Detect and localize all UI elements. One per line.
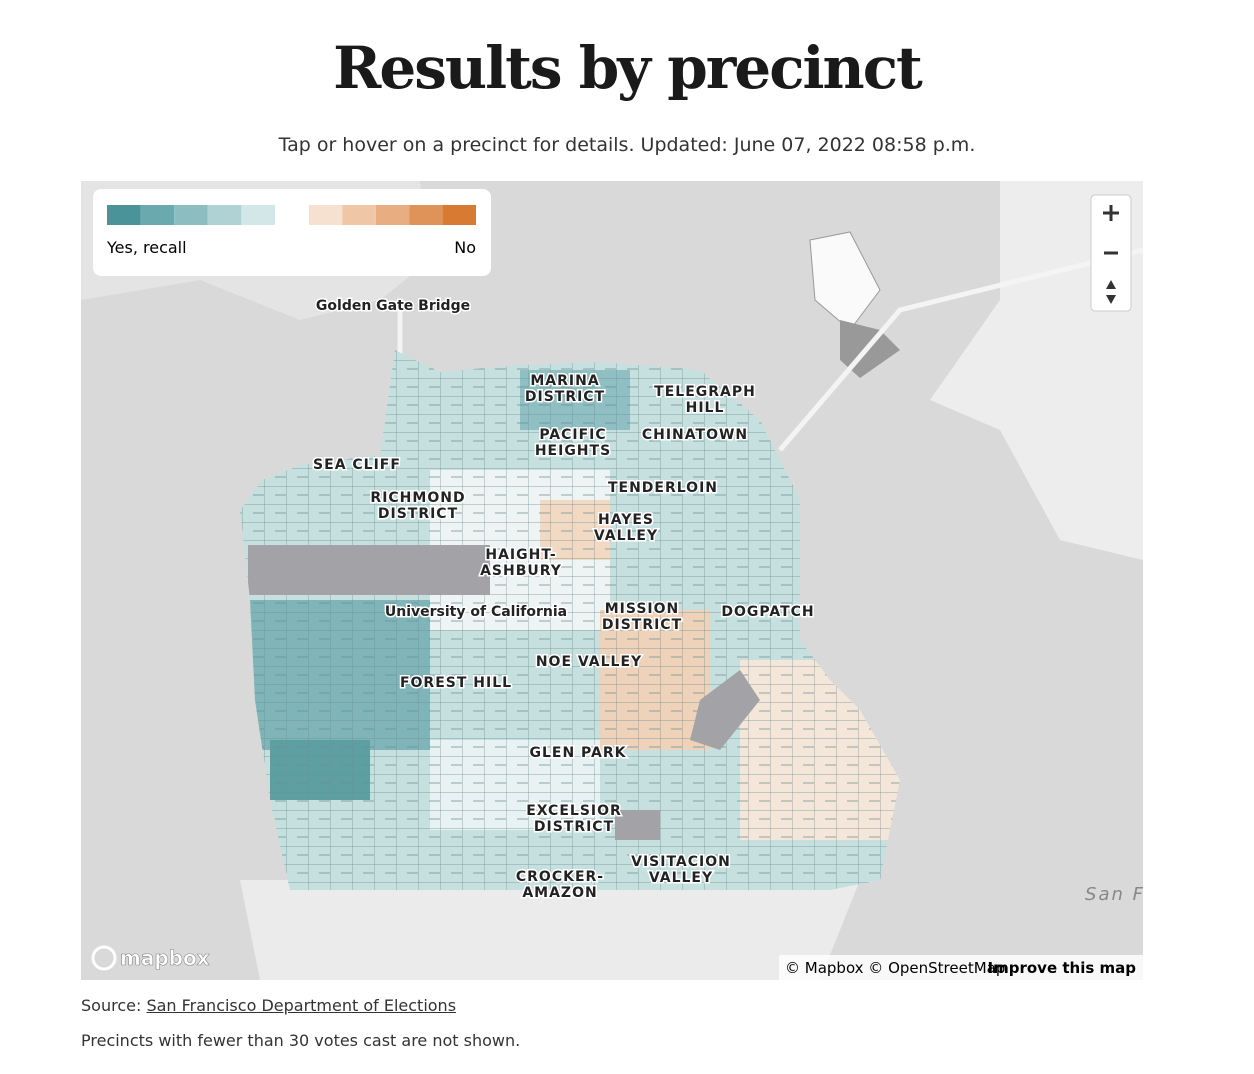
source-link[interactable]: San Francisco Department of Elections — [146, 996, 457, 1015]
map-label: DOGPATCH — [721, 604, 814, 620]
swatch — [107, 205, 141, 225]
title: Results by precinct — [333, 34, 923, 102]
map-label: GLEN PARK — [529, 745, 626, 761]
legend-swatches — [107, 205, 476, 225]
legend-no: No — [454, 238, 476, 257]
map-label: MARINA — [530, 373, 599, 389]
bridge — [397, 247, 1143, 452]
zoom-in-out[interactable] — [1103, 205, 1119, 255]
attribution-box — [779, 955, 1143, 980]
map-label: EXCELSIOR — [526, 803, 622, 819]
source: Source: San Francisco Department of Elec… — [81, 996, 456, 1015]
swatch — [442, 205, 476, 225]
map-label: HILL — [686, 400, 725, 416]
logo[interactable]: mapbox — [120, 946, 210, 971]
map-label: FOREST HILL — [400, 675, 512, 691]
map-label: NOE VALLEY — [536, 654, 642, 670]
map-label: RICHMOND — [370, 490, 465, 506]
map-label: MISSION — [605, 601, 680, 617]
map-label: CROCKER- — [516, 869, 604, 885]
map-label: Golden Gate Bridge — [316, 298, 470, 314]
land — [240, 880, 860, 980]
map-label: PACIFIC — [539, 427, 606, 443]
map-label: DISTRICT — [602, 617, 682, 633]
improve-link[interactable]: Improve this map — [988, 959, 1137, 977]
land — [930, 181, 1143, 560]
compass[interactable] — [1106, 280, 1116, 304]
source-prefix: Source: — [81, 996, 142, 1015]
island — [809, 231, 881, 331]
logo-icon — [91, 945, 117, 971]
swatch — [409, 205, 443, 225]
map-label: ASHBURY — [480, 563, 562, 579]
map-label: TENDERLOIN — [608, 480, 718, 496]
swatch — [140, 205, 175, 225]
map-label: DISTRICT — [378, 506, 458, 522]
map-label: VISITACION — [631, 854, 731, 870]
subtitle: Tap or hover on a precinct for details. … — [278, 134, 976, 156]
map-label: HAYES — [598, 512, 654, 528]
swatch — [174, 205, 208, 225]
map-label: AMAZON — [522, 885, 597, 901]
swatch — [241, 205, 275, 225]
attribution[interactable]: © Mapbox © OpenStreetMap — [785, 959, 1005, 977]
note: Precincts with fewer than 30 votes cast … — [81, 1031, 521, 1050]
swatch — [309, 205, 343, 225]
map-label: DISTRICT — [525, 389, 605, 405]
map-label: DISTRICT — [534, 819, 614, 835]
swatch — [375, 205, 410, 225]
map-label: HEIGHTS — [535, 443, 611, 459]
map-label: CHINATOWN — [642, 427, 748, 443]
legend-yes: Yes, recall — [106, 238, 187, 257]
zoom-control — [1090, 194, 1132, 312]
swatch — [207, 205, 242, 225]
legend — [93, 189, 491, 276]
map-label: VALLEY — [594, 528, 658, 544]
swatch — [342, 205, 376, 225]
map-label: University of California — [385, 604, 567, 620]
water-label: San F — [1085, 884, 1143, 905]
map-label: VALLEY — [649, 870, 713, 886]
map-label: HAIGHT- — [485, 547, 556, 563]
map-label: SEA CLIFF — [313, 457, 401, 473]
map-label: TELEGRAPH — [654, 384, 756, 400]
